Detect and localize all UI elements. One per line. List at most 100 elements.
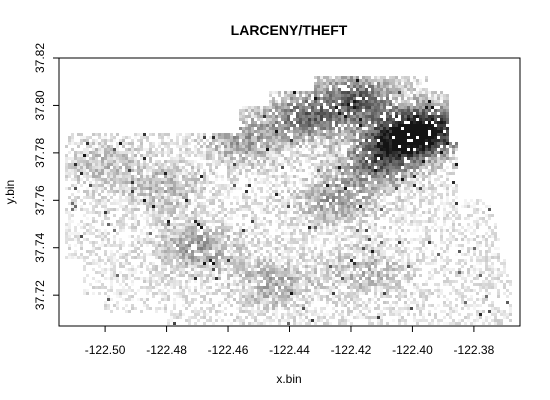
heatmap-cell xyxy=(440,136,443,139)
heatmap-cell xyxy=(452,223,455,226)
heatmap-cell xyxy=(329,139,332,142)
heatmap-cell xyxy=(419,121,422,124)
heatmap-cell xyxy=(140,154,143,157)
heatmap-cell xyxy=(266,229,269,232)
heatmap-cell xyxy=(284,124,287,127)
heatmap-cell xyxy=(179,229,182,232)
heatmap-cell xyxy=(71,205,74,208)
heatmap-cell xyxy=(83,238,86,241)
heatmap-cell xyxy=(269,181,272,184)
heatmap-cell xyxy=(227,187,230,190)
heatmap-cell xyxy=(296,157,299,160)
heatmap-cell xyxy=(374,154,377,157)
heatmap-cell xyxy=(296,214,299,217)
heatmap-cell xyxy=(404,100,407,103)
heatmap-cell xyxy=(296,151,299,154)
heatmap-cell xyxy=(95,199,98,202)
heatmap-cell xyxy=(293,127,296,130)
heatmap-cell xyxy=(353,175,356,178)
heatmap-cell xyxy=(383,109,386,112)
heatmap-cell xyxy=(335,202,338,205)
heatmap-cell xyxy=(116,187,119,190)
heatmap-cell xyxy=(455,229,458,232)
heatmap-cell xyxy=(116,142,119,145)
heatmap-cell xyxy=(371,112,374,115)
heatmap-cell xyxy=(257,133,260,136)
heatmap-cell xyxy=(308,223,311,226)
heatmap-cell xyxy=(431,217,434,220)
heatmap-cell xyxy=(311,208,314,211)
heatmap-cell xyxy=(452,226,455,229)
heatmap-cell xyxy=(224,184,227,187)
heatmap-cell xyxy=(209,253,212,256)
heatmap-cell xyxy=(299,196,302,199)
heatmap-cell xyxy=(266,169,269,172)
heatmap-cell xyxy=(71,256,74,259)
heatmap-cell xyxy=(293,211,296,214)
heatmap-cell xyxy=(434,121,437,124)
heatmap-cell xyxy=(155,250,158,253)
heatmap-cell xyxy=(92,160,95,163)
heatmap-cell xyxy=(338,94,341,97)
heatmap-cell xyxy=(227,229,230,232)
heatmap-cell xyxy=(257,175,260,178)
heatmap-cell xyxy=(236,145,239,148)
heatmap-cell xyxy=(173,256,176,259)
heatmap-cell xyxy=(356,202,359,205)
heatmap-cell xyxy=(107,184,110,187)
heatmap-cell xyxy=(344,202,347,205)
heatmap-cell xyxy=(311,109,314,112)
heatmap-cell xyxy=(239,136,242,139)
heatmap-cell xyxy=(254,244,257,247)
heatmap-cell xyxy=(206,154,209,157)
heatmap-cell xyxy=(68,163,71,166)
heatmap-cell xyxy=(212,193,215,196)
heatmap-cell xyxy=(215,178,218,181)
heatmap-cell xyxy=(149,181,152,184)
heatmap-cell xyxy=(122,226,125,229)
heatmap-cell xyxy=(386,241,389,244)
heatmap-cell xyxy=(404,88,407,91)
heatmap-cell xyxy=(266,121,269,124)
heatmap-cell xyxy=(110,151,113,154)
heatmap-cell xyxy=(92,241,95,244)
heatmap-cell xyxy=(260,241,263,244)
heatmap-cell xyxy=(281,139,284,142)
heatmap-cell xyxy=(347,244,350,247)
heatmap-cell xyxy=(443,142,446,145)
heatmap-cell xyxy=(302,250,305,253)
heatmap-cell xyxy=(431,142,434,145)
heatmap-cell xyxy=(119,160,122,163)
heatmap-cell xyxy=(173,166,176,169)
heatmap-cell xyxy=(407,124,410,127)
heatmap-cell xyxy=(437,142,440,145)
heatmap-cell xyxy=(263,244,266,247)
heatmap-cell xyxy=(380,250,383,253)
heatmap-cell xyxy=(263,256,266,259)
heatmap-cell xyxy=(278,109,281,112)
heatmap-cell xyxy=(104,142,107,145)
heatmap-cell xyxy=(383,85,386,88)
heatmap-cell xyxy=(65,187,68,190)
heatmap-cell xyxy=(383,127,386,130)
heatmap-cell xyxy=(227,226,230,229)
heatmap-cell xyxy=(164,256,167,259)
heatmap-cell xyxy=(263,106,266,109)
heatmap-cell xyxy=(344,115,347,118)
heatmap-cell xyxy=(113,193,116,196)
heatmap-cell xyxy=(260,151,263,154)
heatmap-cell xyxy=(212,238,215,241)
heatmap-cell xyxy=(371,103,374,106)
heatmap-cell xyxy=(347,127,350,130)
heatmap-cell xyxy=(416,97,419,100)
heatmap-cell xyxy=(251,220,254,223)
heatmap-cell xyxy=(149,169,152,172)
heatmap-cell xyxy=(446,148,449,151)
heatmap-cell xyxy=(65,166,68,169)
heatmap-cell xyxy=(74,196,77,199)
heatmap-cell xyxy=(107,166,110,169)
heatmap-cell xyxy=(254,166,257,169)
heatmap-cell xyxy=(479,208,482,211)
heatmap-cell xyxy=(377,205,380,208)
heatmap-cell xyxy=(170,244,173,247)
